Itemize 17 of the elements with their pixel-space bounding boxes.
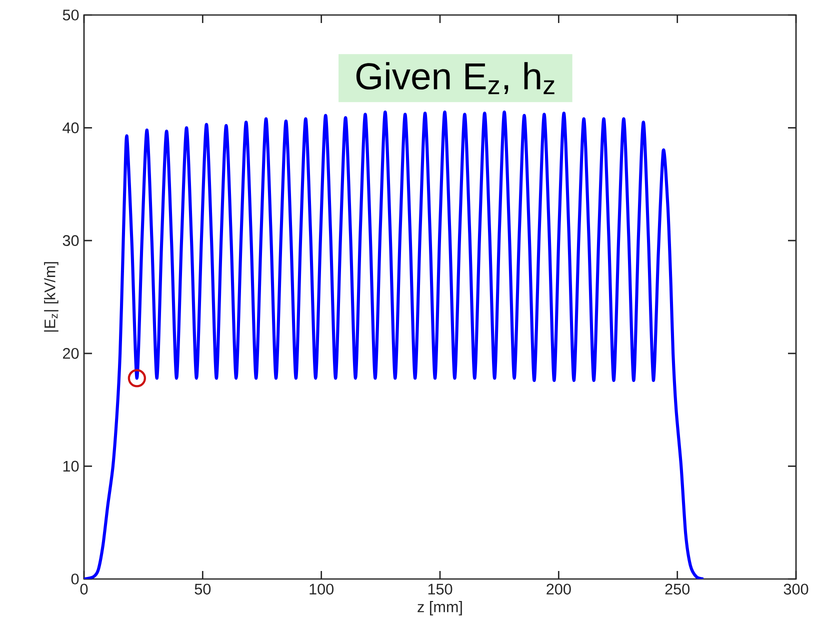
- annotation: Given E$_{z}$, h$_{z}$: [356, 62, 554, 94]
- y-tick-label: 40: [62, 122, 79, 134]
- y-tick-label: 0: [71, 574, 79, 584]
- x-tick-label: 100: [310, 584, 334, 595]
- y-tick-label: 20: [63, 348, 79, 359]
- y-tick-label: 50: [62, 10, 79, 20]
- y-tick-label: 30: [62, 235, 79, 246]
- x-tick-label: 250: [665, 584, 690, 595]
- x-tick-label: 0: [80, 584, 88, 595]
- x-axis-title: z [mm]: [418, 601, 462, 616]
- x-tick-label: 200: [546, 584, 571, 595]
- line-series: [84, 110, 705, 579]
- y-tick-label: 10: [63, 460, 79, 472]
- x-tick-label: 150: [428, 584, 452, 595]
- y-axis-title: |E$_{z}$| [kV/m]: [44, 262, 58, 332]
- x-tick-label: 50: [194, 584, 211, 595]
- x-tick-label: 300: [784, 584, 808, 595]
